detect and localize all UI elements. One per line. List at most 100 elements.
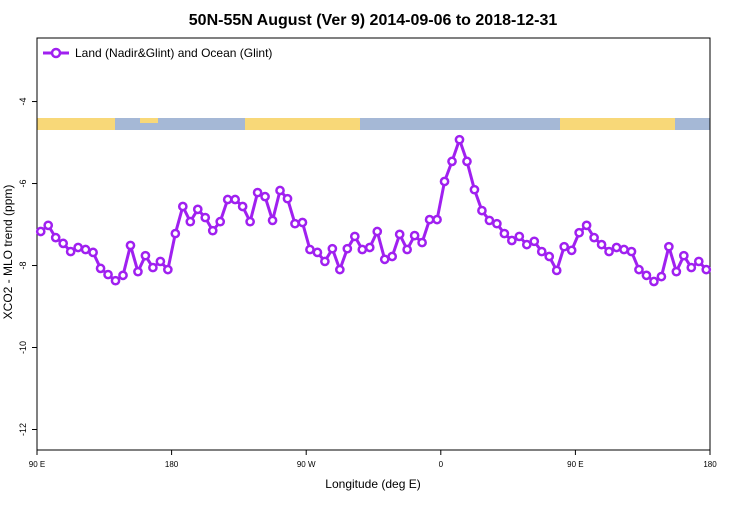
marker	[237, 201, 248, 212]
marker	[402, 244, 412, 255]
y-tick-label: -6	[18, 180, 28, 188]
series-line	[39, 138, 708, 284]
marker	[65, 246, 76, 257]
map-strip	[37, 118, 710, 130]
marker	[305, 244, 315, 255]
marker	[163, 264, 173, 275]
marker	[506, 235, 517, 246]
marker	[581, 220, 592, 231]
marker	[252, 187, 263, 198]
marker	[118, 270, 128, 281]
marker	[604, 246, 614, 257]
marker	[379, 254, 390, 265]
marker	[387, 251, 398, 262]
marker	[282, 193, 293, 204]
plot-frame	[36, 37, 711, 451]
marker	[626, 246, 637, 257]
marker	[35, 226, 46, 237]
marker	[177, 201, 188, 212]
marker	[589, 232, 599, 243]
marker	[103, 269, 113, 280]
marker	[678, 250, 689, 261]
marker	[664, 241, 674, 252]
marker	[185, 216, 196, 227]
marker	[245, 216, 255, 227]
marker	[327, 243, 338, 254]
marker	[110, 275, 121, 286]
marker	[409, 230, 420, 241]
legend-marker	[50, 47, 62, 59]
marker	[312, 247, 323, 258]
marker	[656, 271, 667, 282]
marker	[551, 265, 562, 276]
marker	[43, 220, 54, 231]
marker	[349, 231, 360, 242]
marker	[372, 226, 383, 237]
marker	[148, 262, 158, 273]
marker	[432, 214, 442, 225]
marker	[454, 134, 465, 145]
marker	[200, 212, 211, 223]
marker	[536, 246, 547, 257]
marker	[649, 276, 659, 287]
marker	[215, 216, 226, 227]
land-band	[140, 118, 158, 123]
marker	[499, 228, 510, 239]
marker	[641, 270, 652, 281]
marker	[80, 244, 91, 255]
marker	[477, 205, 487, 216]
marker	[275, 185, 285, 196]
marker	[559, 241, 570, 252]
y-tick-label: -10	[18, 341, 28, 354]
land-band	[37, 118, 115, 130]
marker	[222, 194, 233, 205]
marker	[514, 231, 525, 242]
marker	[566, 245, 577, 256]
marker	[634, 264, 644, 275]
marker	[230, 194, 241, 205]
marker	[686, 262, 697, 273]
x-tick-label: 90 W	[297, 460, 316, 469]
marker	[611, 242, 622, 253]
chart-title: 50N-55N August (Ver 9) 2014-09-06 to 201…	[189, 12, 558, 29]
marker	[342, 243, 353, 254]
marker	[73, 242, 83, 253]
y-tick-label: -12	[18, 423, 28, 436]
marker	[596, 239, 607, 250]
marker	[574, 227, 584, 238]
marker	[357, 244, 368, 255]
marker	[335, 264, 345, 275]
marker	[50, 232, 61, 243]
marker	[447, 156, 457, 167]
marker	[88, 247, 98, 258]
marker	[469, 184, 480, 195]
marker	[492, 218, 502, 229]
marker	[95, 263, 106, 274]
marker	[619, 244, 629, 255]
marker	[462, 156, 472, 167]
marker	[394, 229, 405, 240]
marker	[417, 237, 427, 248]
marker	[521, 239, 532, 250]
marker	[170, 228, 181, 239]
marker	[364, 242, 375, 253]
land-band	[560, 118, 675, 130]
x-tick-label: 180	[165, 460, 179, 469]
marker	[125, 240, 136, 251]
legend-label: Land (Nadir&Glint) and Ocean (Glint)	[75, 46, 272, 60]
marker	[290, 218, 300, 229]
x-tick-label: 90 E	[567, 460, 583, 469]
marker	[529, 236, 540, 247]
marker	[671, 266, 682, 277]
marker	[207, 225, 218, 236]
marker	[320, 256, 330, 267]
marker	[544, 251, 555, 262]
marker	[701, 264, 712, 275]
x-tick-label: 180	[703, 460, 717, 469]
marker	[424, 214, 435, 225]
y-axis-label: XCO2 - MLO trend (ppm)	[1, 185, 15, 320]
x-tick-label: 90 E	[29, 460, 45, 469]
marker	[192, 204, 203, 215]
